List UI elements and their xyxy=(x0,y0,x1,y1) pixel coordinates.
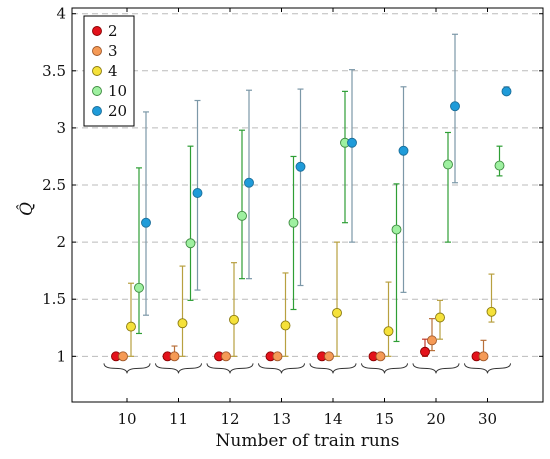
data-point-series-3 xyxy=(324,351,334,362)
group-brace xyxy=(103,363,151,374)
group-brace xyxy=(258,363,305,374)
data-point-series-4 xyxy=(177,318,188,329)
x-tick-label: 12 xyxy=(220,410,239,428)
legend-label: 20 xyxy=(108,102,127,120)
legend-marker xyxy=(92,106,102,116)
x-axis-ticks: 10 11 12 13 14 15 20 30 xyxy=(117,8,497,428)
data-point-series-2 xyxy=(420,346,430,357)
data-point-series-4 xyxy=(126,321,136,332)
legend-label: 3 xyxy=(108,42,118,60)
data-point-series-10 xyxy=(443,159,453,170)
x-tick-label: 15 xyxy=(375,410,394,428)
data-point-series-20 xyxy=(295,161,306,172)
data-point-series-4 xyxy=(280,320,291,331)
legend-label: 4 xyxy=(108,62,118,80)
y-tick-label: 3.5 xyxy=(42,62,66,80)
legend-marker xyxy=(92,86,102,96)
data-point-series-20 xyxy=(244,177,254,188)
group-brace xyxy=(155,363,202,374)
plot-frame xyxy=(71,7,544,403)
y-tick-label: 2 xyxy=(56,233,66,251)
y-axis-ticks: 1 1.5 2 2.5 3 3.5 4 xyxy=(42,5,543,365)
data-point-series-10 xyxy=(134,282,144,293)
data-point-series-3 xyxy=(272,351,283,362)
x-tick-label: 11 xyxy=(169,410,188,428)
group-brace xyxy=(206,363,254,374)
data-point-series-20 xyxy=(141,217,151,228)
x-tick-label: 10 xyxy=(117,410,136,428)
data-point-series-3 xyxy=(221,351,231,362)
data-point-series-3 xyxy=(478,351,489,362)
x-tick-label: 14 xyxy=(323,410,342,428)
legend-marker xyxy=(92,66,102,76)
data-point-series-10 xyxy=(391,224,402,235)
group-brace xyxy=(309,363,357,374)
y-axis-label: Q̂ xyxy=(17,202,37,216)
data-point-series-10 xyxy=(237,210,247,221)
x-tick-label: 13 xyxy=(272,410,291,428)
legend-label: 2 xyxy=(108,22,118,40)
x-tick-label: 30 xyxy=(478,410,497,428)
data-point-series-20 xyxy=(450,101,460,112)
legend-marker xyxy=(92,26,102,36)
legend: 2 3 4 10 20 xyxy=(83,15,135,127)
data-point-series-4 xyxy=(229,314,239,325)
data-point-series-4 xyxy=(435,312,445,323)
group-brace xyxy=(361,363,408,374)
legend-marker xyxy=(92,46,102,56)
data-point-series-3 xyxy=(427,335,437,346)
data-points xyxy=(111,86,512,362)
x-axis-label: Number of train runs xyxy=(216,431,400,451)
group-brace xyxy=(412,363,460,374)
data-point-series-10 xyxy=(288,217,299,228)
data-point-series-10 xyxy=(494,160,505,171)
y-tick-label: 4 xyxy=(56,5,66,23)
x-tick-label: 20 xyxy=(426,410,445,428)
data-point-series-10 xyxy=(185,238,196,249)
y-tick-label: 3 xyxy=(56,119,66,137)
data-point-series-4 xyxy=(332,307,342,318)
data-point-series-3 xyxy=(118,351,128,362)
group-brace xyxy=(464,363,511,374)
data-point-series-3 xyxy=(375,351,386,362)
data-point-series-20 xyxy=(501,86,512,97)
data-point-series-20 xyxy=(398,145,409,156)
data-point-series-4 xyxy=(383,326,394,337)
data-point-series-20 xyxy=(347,137,357,148)
y-tick-label: 2.5 xyxy=(42,176,66,194)
data-point-series-3 xyxy=(169,351,180,362)
y-tick-label: 1.5 xyxy=(42,290,66,308)
error-bars xyxy=(128,33,510,357)
y-tick-label: 1 xyxy=(56,347,66,365)
data-point-series-4 xyxy=(486,306,497,317)
data-point-series-20 xyxy=(192,188,203,198)
category-braces xyxy=(103,363,511,374)
legend-label: 10 xyxy=(108,82,127,100)
grid-lines xyxy=(72,13,543,357)
